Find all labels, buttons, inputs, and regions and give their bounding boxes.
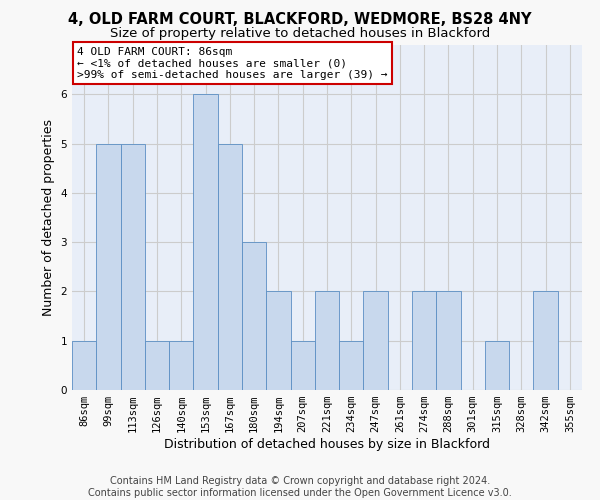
Bar	[533, 292, 558, 390]
Bar	[242, 242, 266, 390]
Bar	[169, 340, 193, 390]
Bar	[412, 292, 436, 390]
Text: 4, OLD FARM COURT, BLACKFORD, WEDMORE, BS28 4NY: 4, OLD FARM COURT, BLACKFORD, WEDMORE, B…	[68, 12, 532, 28]
Bar	[193, 94, 218, 390]
Bar	[121, 144, 145, 390]
Bar	[436, 292, 461, 390]
Text: Size of property relative to detached houses in Blackford: Size of property relative to detached ho…	[110, 28, 490, 40]
Bar	[218, 144, 242, 390]
Bar	[145, 340, 169, 390]
X-axis label: Distribution of detached houses by size in Blackford: Distribution of detached houses by size …	[164, 438, 490, 451]
Bar	[72, 340, 96, 390]
Y-axis label: Number of detached properties: Number of detached properties	[42, 119, 55, 316]
Bar	[96, 144, 121, 390]
Text: 4 OLD FARM COURT: 86sqm
← <1% of detached houses are smaller (0)
>99% of semi-de: 4 OLD FARM COURT: 86sqm ← <1% of detache…	[77, 46, 388, 80]
Bar	[485, 340, 509, 390]
Text: Contains HM Land Registry data © Crown copyright and database right 2024.
Contai: Contains HM Land Registry data © Crown c…	[88, 476, 512, 498]
Bar	[315, 292, 339, 390]
Bar	[266, 292, 290, 390]
Bar	[290, 340, 315, 390]
Bar	[364, 292, 388, 390]
Bar	[339, 340, 364, 390]
